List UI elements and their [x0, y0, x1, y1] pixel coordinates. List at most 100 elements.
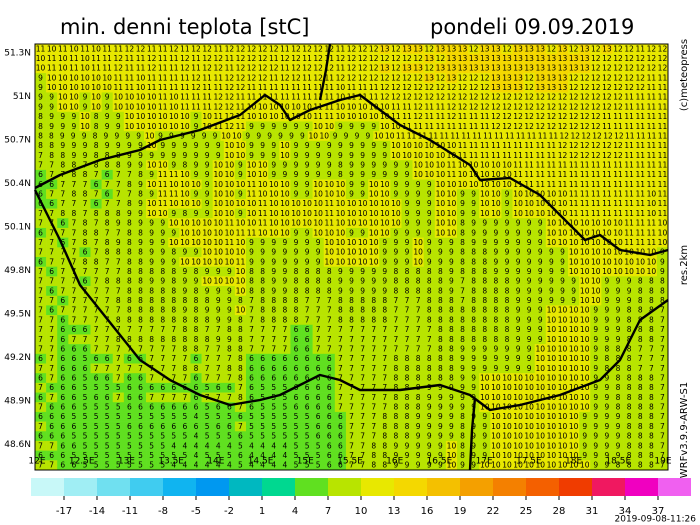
cell: [190, 286, 202, 297]
cell: [645, 237, 658, 248]
cell: [445, 257, 458, 267]
cell: [401, 286, 413, 297]
cell-value: 8: [649, 412, 654, 421]
cell: [57, 295, 69, 306]
cell: [379, 179, 391, 190]
cell-value: 11: [624, 190, 634, 199]
cell: [79, 305, 91, 316]
cell-value: 10: [358, 238, 368, 247]
cell: [556, 257, 569, 267]
cell: [246, 150, 258, 161]
cell: [157, 421, 169, 432]
cell: [157, 440, 169, 451]
cell: [471, 131, 483, 142]
cell-value: 10: [524, 441, 534, 450]
cell: [290, 247, 302, 258]
cell: [290, 189, 302, 200]
cell-value: 7: [105, 257, 110, 266]
cell: [279, 121, 291, 132]
cell: [590, 257, 602, 267]
cell-value: 11: [213, 83, 223, 92]
cell-value: 12: [436, 93, 446, 102]
cell: [68, 295, 80, 306]
cell: [123, 44, 136, 54]
cell-value: 8: [649, 315, 654, 324]
cell: [134, 227, 147, 238]
cell-value: 6: [282, 374, 287, 383]
cell: [334, 382, 347, 393]
cell-value: 13: [536, 73, 546, 82]
cell: [357, 218, 369, 229]
cell: [390, 324, 402, 335]
cell-value: 10: [569, 248, 579, 257]
cell: [279, 373, 291, 384]
cell: [579, 198, 591, 209]
cell: [501, 460, 513, 471]
cell: [401, 169, 413, 180]
cell-value: 9: [616, 451, 621, 460]
cell-value: 11: [125, 73, 135, 82]
cell: [168, 402, 180, 413]
cell-value: 8: [105, 238, 110, 247]
cell-value: 11: [569, 209, 579, 218]
cell-value: 8: [282, 296, 287, 305]
cell-value: 8: [394, 403, 399, 412]
cell: [201, 218, 213, 229]
cell-value: 9: [371, 161, 376, 170]
cell: [501, 392, 513, 403]
cell-value: 8: [382, 315, 387, 324]
cell-value: 7: [38, 161, 43, 170]
cell-value: 10: [236, 286, 246, 295]
cell-value: 9: [360, 170, 365, 179]
cell: [268, 82, 280, 93]
cell: [268, 227, 280, 238]
cell: [457, 189, 469, 200]
cell: [601, 237, 613, 248]
cell: [112, 363, 125, 374]
cell-value: 11: [158, 44, 168, 53]
cell-value: 10: [524, 393, 534, 402]
cell-value: 12: [424, 44, 434, 53]
cell-value: 13: [436, 64, 446, 73]
cell-value: 5: [282, 412, 287, 421]
cell-value: 7: [327, 325, 332, 334]
cell-value: 9: [249, 238, 254, 247]
cell-value: 12: [591, 64, 601, 73]
cell-value: 9: [438, 461, 443, 470]
cell-value: 11: [47, 54, 57, 63]
cell-value: 7: [360, 432, 365, 441]
cell: [590, 63, 602, 74]
cell: [468, 286, 480, 297]
cell-value: 10: [302, 199, 312, 208]
cell-value: 11: [658, 180, 668, 189]
cell-value: 9: [371, 141, 376, 150]
cell-value: 9: [427, 209, 432, 218]
cell-value: 4: [249, 461, 254, 470]
cell: [212, 460, 225, 471]
cell: [134, 160, 147, 171]
cell-value: 11: [547, 180, 557, 189]
cell-value: 6: [38, 170, 43, 179]
cell-value: 12: [191, 83, 201, 92]
cell-value: 7: [405, 315, 410, 324]
cell: [123, 92, 136, 103]
cell-value: 9: [482, 451, 487, 460]
cell-value: 11: [158, 199, 168, 208]
cell-value: 10: [236, 180, 246, 189]
cell-value: 12: [558, 93, 568, 102]
cell-value: 10: [513, 422, 523, 431]
cell-value: 12: [236, 44, 246, 53]
cell-value: 5: [227, 451, 232, 460]
cell: [345, 305, 358, 316]
cell-value: 11: [658, 151, 668, 160]
cell-value: 7: [349, 364, 354, 373]
cell: [112, 411, 125, 422]
cell: [323, 179, 336, 190]
cell-value: 8: [371, 315, 376, 324]
cell-value: 7: [271, 344, 276, 353]
cell-value: 8: [105, 248, 110, 257]
cell: [645, 92, 658, 103]
cell: [490, 411, 502, 422]
cell: [490, 450, 502, 461]
cell: [168, 382, 180, 393]
